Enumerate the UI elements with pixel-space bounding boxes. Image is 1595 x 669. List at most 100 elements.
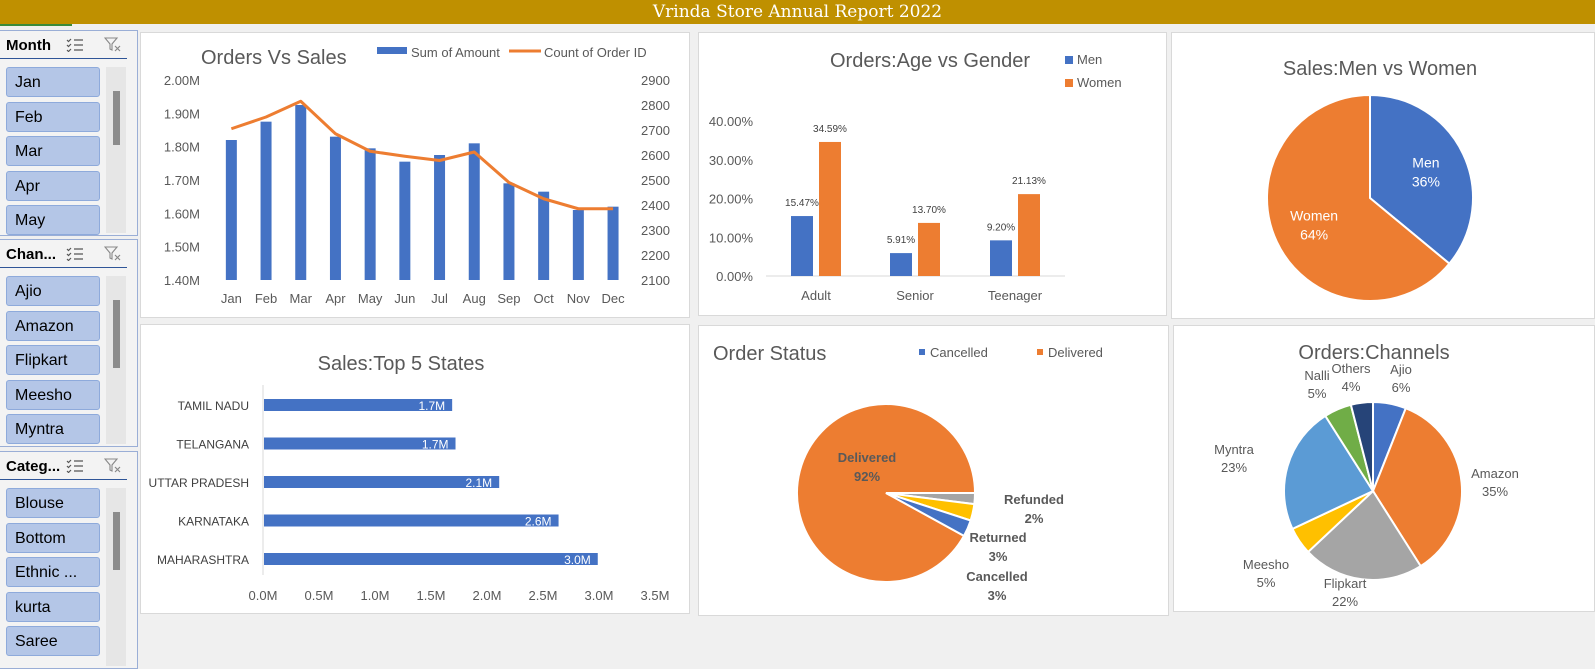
slice-value-label: 3% [989, 549, 1008, 564]
report-title: Vrinda Store Annual Report 2022 [0, 0, 1595, 24]
x-tick-label: Sep [497, 291, 520, 306]
slice-value-label: 22% [1332, 594, 1358, 609]
multi-select-icon[interactable] [66, 459, 84, 473]
clear-filter-icon[interactable] [104, 246, 122, 262]
slicer-item-myntra[interactable]: Myntra [6, 414, 100, 444]
x-tick-label: Nov [567, 291, 591, 306]
selected-cell-marker [0, 24, 72, 26]
slice-name-label: Ajio [1390, 362, 1412, 377]
slicer-item-feb[interactable]: Feb [6, 101, 100, 132]
y2-tick-label: 2700 [641, 123, 670, 138]
bar-tamil-nadu [264, 399, 453, 411]
x-tick-label: 2.5M [529, 588, 558, 603]
bar-senior-men [890, 253, 912, 276]
slicer-item-ethnic[interactable]: Ethnic ... [6, 557, 100, 587]
slice-value-label: 4% [1342, 379, 1361, 394]
legend-swatch-delivered [1037, 349, 1043, 355]
slicer-scrollbar[interactable] [106, 276, 126, 444]
slicer-item-amazon[interactable]: Amazon [6, 310, 100, 341]
legend-label: Sum of Amount [411, 45, 500, 60]
bar-may [364, 148, 376, 280]
slice-value-label: 23% [1221, 460, 1247, 475]
slicer-scrollbar[interactable] [106, 488, 126, 666]
slicer-item-flipkart[interactable]: Flipkart [6, 345, 100, 375]
x-tick-label: Feb [255, 291, 277, 306]
data-label: 21.13% [1012, 176, 1046, 187]
slicer-header: Categ... [0, 452, 127, 480]
slice-myntra [1283, 414, 1375, 531]
slicer-item-blouse[interactable]: Blouse [6, 488, 100, 518]
scrollbar-thumb[interactable] [113, 300, 120, 368]
x-tick-label: Teenager [988, 288, 1043, 303]
slice-name-label: Others [1331, 361, 1371, 376]
scrollbar-thumb[interactable] [113, 91, 120, 145]
legend-swatch-amount [377, 47, 407, 54]
chart-title: Order Status [713, 343, 826, 365]
slicer-item-bottom[interactable]: Bottom [6, 522, 100, 553]
bar-adult-men [791, 216, 813, 276]
slice-others [1349, 400, 1374, 492]
slicer-item-apr[interactable]: Apr [6, 170, 100, 201]
y2-tick-label: 2100 [641, 273, 670, 288]
x-tick-label: Mar [290, 291, 313, 306]
data-label: 2.1M [466, 476, 493, 490]
y-tick-label: 40.00% [709, 114, 754, 129]
y-tick-label: TELANGANA [176, 438, 249, 452]
y-tick-label: 1.40M [164, 273, 200, 288]
slice-value-label: 92% [854, 469, 880, 484]
multi-select-icon[interactable] [66, 38, 84, 52]
top-states-panel[interactable]: Sales:Top 5 States 0.0M 0.5M 1.0M 1.5M 2.0M 2.… [140, 324, 690, 614]
multi-select-icon[interactable] [66, 247, 84, 261]
clear-filter-icon[interactable] [104, 37, 122, 53]
slicer-item-meesho[interactable]: Meesho [6, 379, 100, 410]
sales-gender-panel[interactable]: Sales:Men vs Women Men 36% Women 64% [1171, 32, 1595, 319]
y-tick-label: MAHARASHTRA [157, 553, 249, 567]
slicer-item-jan[interactable]: Jan [6, 67, 100, 97]
slicer-item-may[interactable]: May [6, 205, 100, 235]
age-gender-panel[interactable]: Orders:Age vs Gender Men Women 40.00% 30.00%… [698, 32, 1167, 316]
slice-name-label: Nalli [1304, 368, 1329, 383]
y-tick-label: 1.90M [164, 106, 200, 121]
bar-teenager-men [990, 240, 1012, 276]
slice-amazon [1371, 406, 1463, 568]
slice-name-label: Refunded [1004, 492, 1064, 507]
slicer-title: Categ... [6, 458, 61, 475]
x-tick-label: Jan [221, 291, 242, 306]
x-tick-label: May [358, 291, 383, 306]
orders-line [230, 99, 614, 211]
data-label: 1.7M [422, 438, 449, 452]
slicer-header: Chan... [0, 240, 127, 268]
x-tick-label: Jul [431, 291, 448, 306]
bar-feb [260, 121, 272, 281]
clear-filter-icon[interactable] [104, 458, 122, 474]
orders-vs-sales-chart: Orders Vs Sales Sum of Amount Count of Ord… [164, 45, 670, 306]
slicer-scrollbar[interactable] [106, 67, 126, 233]
x-tick-label: 2.0M [473, 588, 502, 603]
y-tick-label: 30.00% [709, 153, 754, 168]
bar-mar [295, 105, 307, 280]
slice-name-label: Women [1290, 207, 1338, 223]
y-tick-label: 1.80M [164, 140, 200, 155]
y-tick-label: 0.00% [716, 269, 753, 284]
x-tick-label: Dec [601, 291, 625, 306]
slice-value-label: 64% [1300, 226, 1328, 242]
orders-channels-panel[interactable]: Orders:Channels Ajio 6% Amazon 35% Flipkart 22… [1173, 325, 1595, 612]
x-tick-label: Apr [325, 291, 346, 306]
scrollbar-thumb[interactable] [113, 512, 120, 570]
slicer-item-kurta[interactable]: kurta [6, 591, 100, 622]
orders-vs-sales-panel[interactable]: Orders Vs Sales Sum of Amount Count of Ord… [140, 32, 690, 318]
slicer-item-saree[interactable]: Saree [6, 626, 100, 656]
slice-value-label: 2% [1025, 511, 1044, 526]
chart-title: Orders:Channels [1298, 342, 1449, 364]
legend-swatch-women [1065, 79, 1073, 87]
order-status-panel[interactable]: Order Status Cancelled Delivered Delivered 9… [698, 325, 1169, 616]
slicer-item-ajio[interactable]: Ajio [6, 276, 100, 306]
slice-value-label: 35% [1482, 484, 1508, 499]
x-tick-label: Aug [463, 291, 486, 306]
x-tick-label: 3.5M [641, 588, 670, 603]
bar-apr [329, 136, 341, 280]
x-tick-label: Oct [534, 291, 555, 306]
x-tick-label: 3.0M [585, 588, 614, 603]
slicer-item-mar[interactable]: Mar [6, 136, 100, 166]
y-tick-label: 1.70M [164, 173, 200, 188]
